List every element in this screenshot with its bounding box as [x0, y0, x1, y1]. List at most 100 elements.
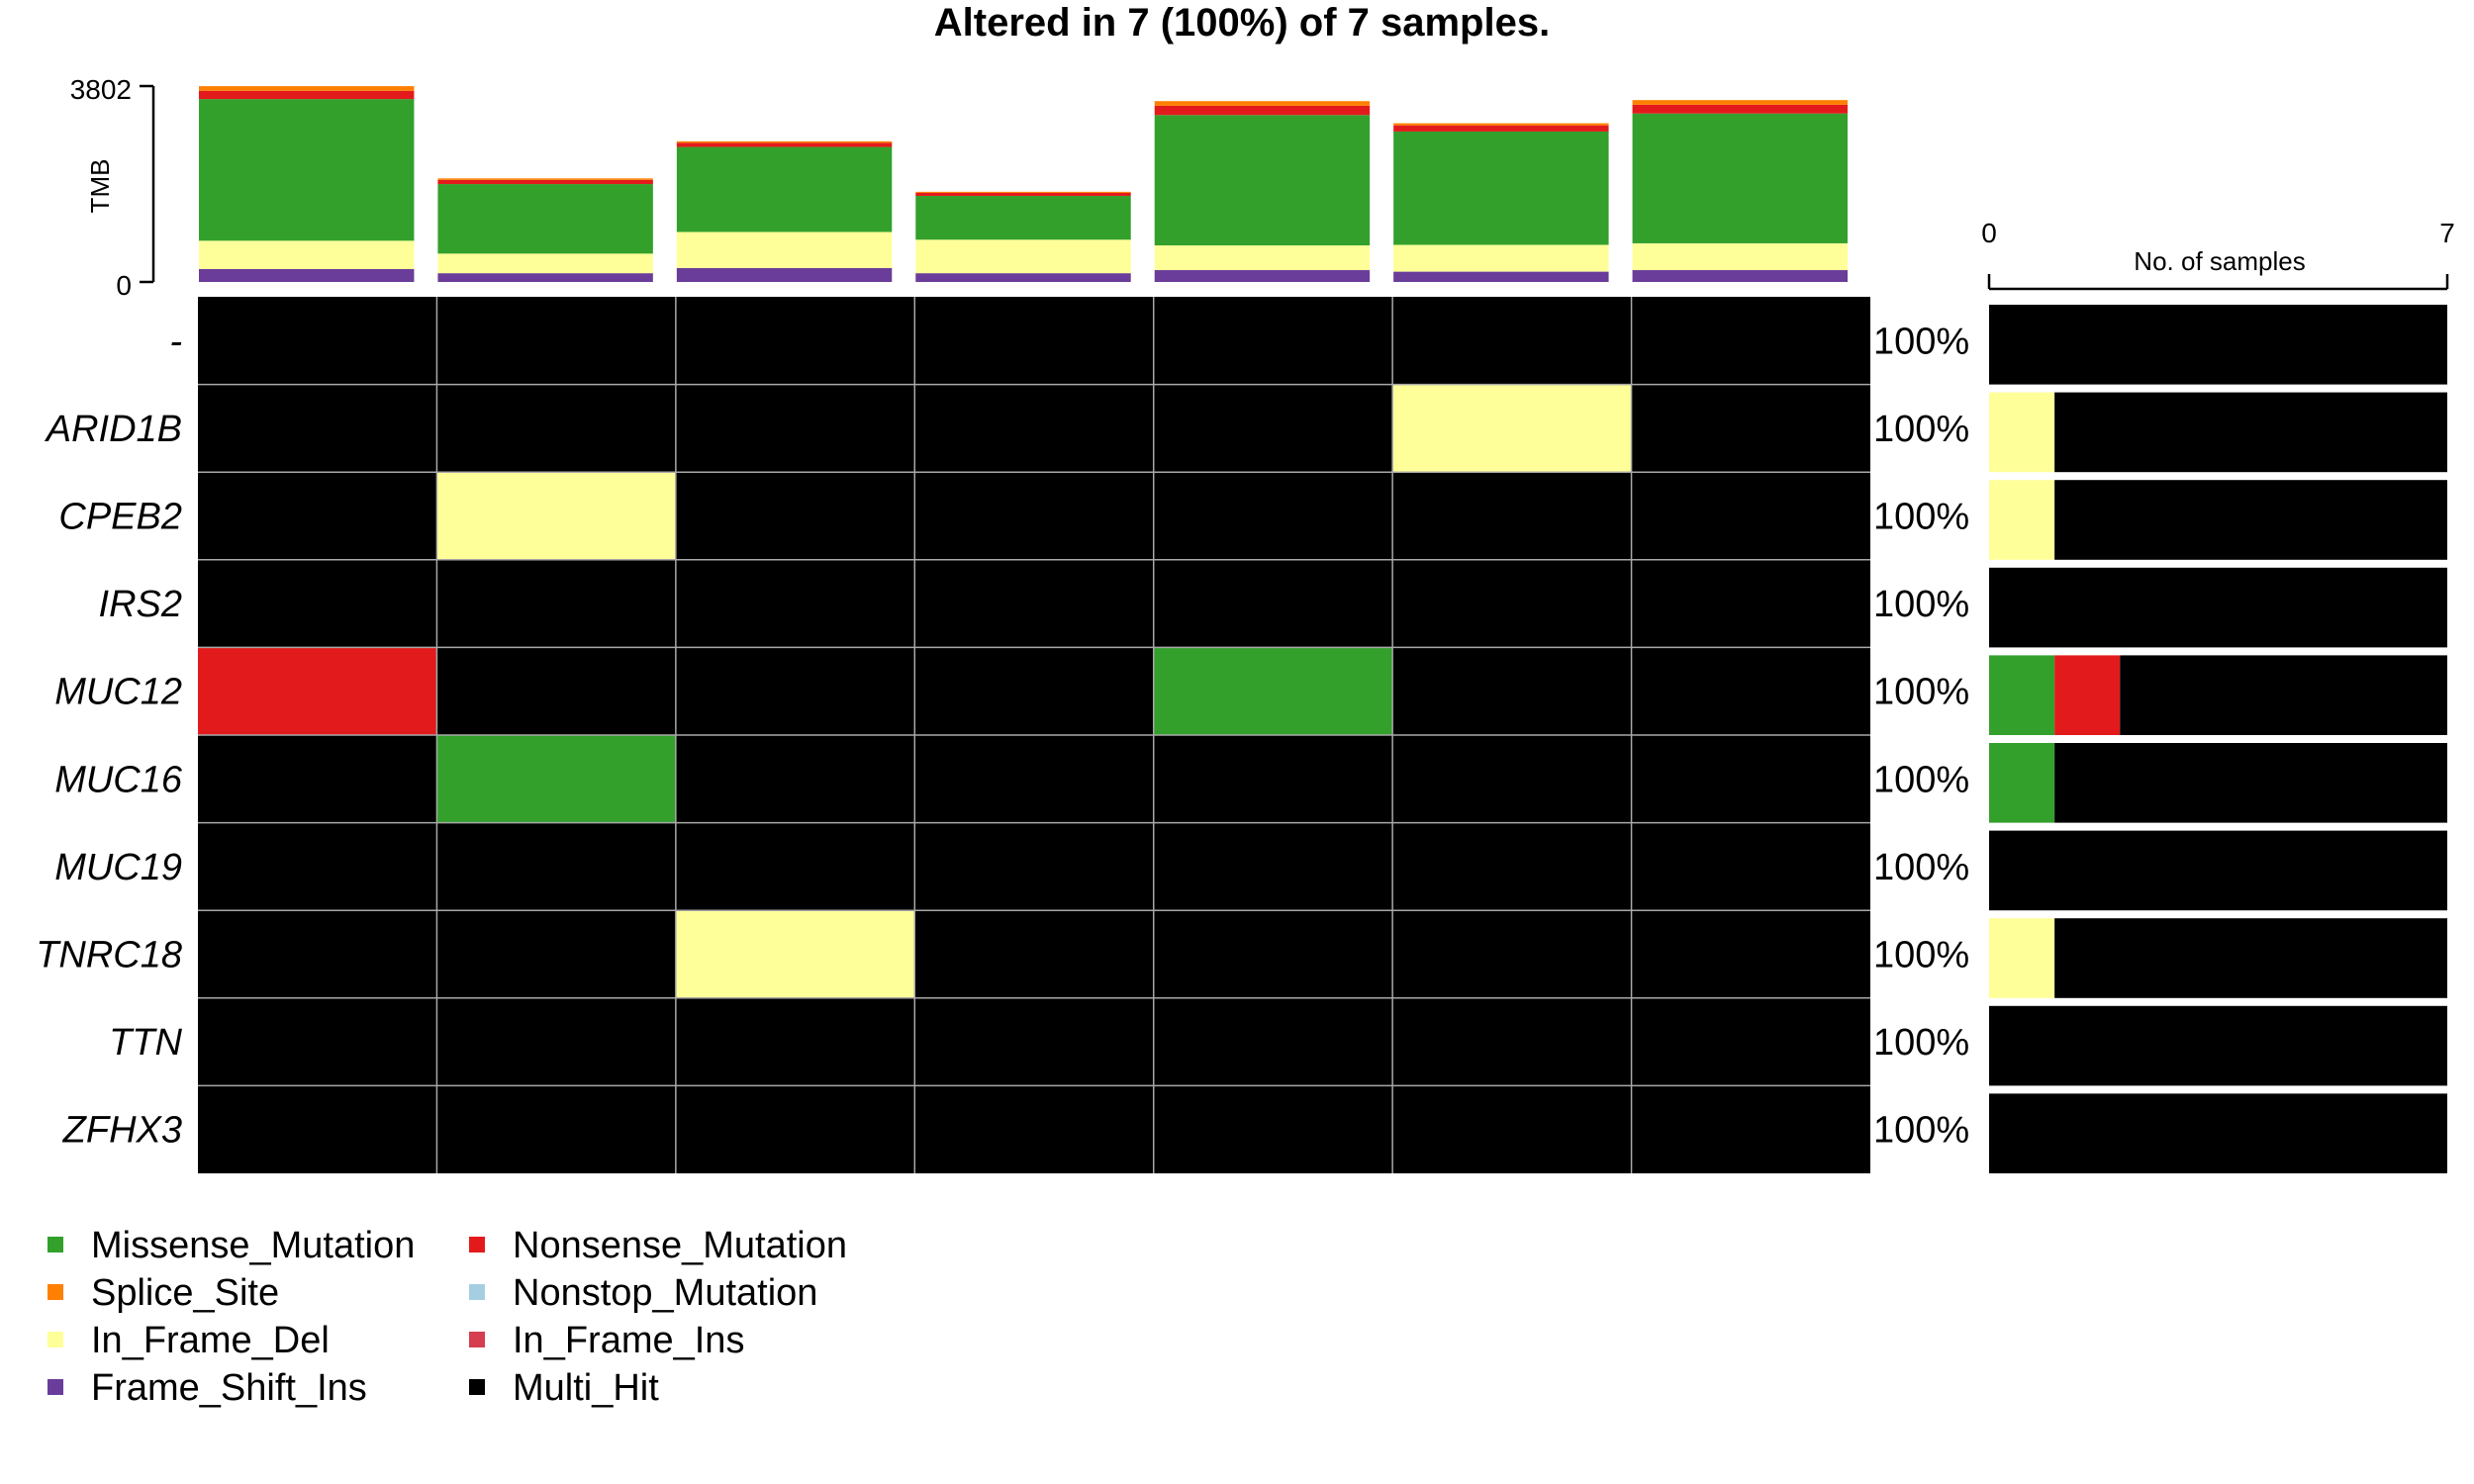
- legend-swatch: [469, 1237, 485, 1252]
- legend-swatch: [48, 1237, 63, 1252]
- heatmap-cell-multi-hit: [436, 384, 676, 473]
- gene-bar-segment-multi-hit: [1989, 567, 2447, 648]
- gene-bar-ttn: [1989, 1005, 2447, 1086]
- gene-bar-segment-in-frame-del: [1989, 918, 2055, 998]
- legend-label: Multi_Hit: [513, 1367, 659, 1409]
- heatmap-cell-multi-hit: [914, 472, 1154, 560]
- percent-labels: 100% 100% 100% 100% 100% 100% 100% 100% 100% 100%: [1873, 321, 1969, 1151]
- samples-axis-label: No. of samples: [2134, 246, 2305, 276]
- heatmap-cell-multi-hit: [436, 647, 676, 735]
- gene-bars: [1989, 305, 2447, 1173]
- heatmap-cell-multi-hit: [1392, 822, 1632, 911]
- heatmap-cell-multi-hit: [1153, 997, 1393, 1086]
- heatmap-cell-multi-hit: [675, 997, 915, 1086]
- tmb-segment-frame-shift-ins: [1154, 270, 1371, 282]
- legend-label: In_Frame_Ins: [513, 1320, 744, 1361]
- gene-bar-tnrc18: [1989, 918, 2447, 998]
- heatmap-cell-multi-hit: [1631, 1085, 1870, 1173]
- legend-item-nonstop-mutation: Nonstop_Mutation: [469, 1272, 817, 1314]
- legend-swatch: [469, 1379, 485, 1395]
- gene-bar-segment-in-frame-del: [1989, 392, 2055, 473]
- samples-tick-min: 0: [1981, 218, 1997, 248]
- gene-label-dash: -: [169, 321, 182, 362]
- tmb-segment-splice-site: [915, 191, 1131, 193]
- legend-item-in-frame-ins: In_Frame_Ins: [469, 1320, 744, 1361]
- heatmap-cell-missense-mutation: [436, 735, 676, 823]
- legend-swatch: [469, 1332, 485, 1347]
- heatmap-cell-in-frame-del: [436, 472, 676, 560]
- heatmap-cell-multi-hit: [914, 910, 1154, 998]
- tmb-segment-nonsense-mutation: [437, 179, 653, 185]
- heatmap-cell-multi-hit: [1153, 910, 1393, 998]
- heatmap-cell-multi-hit: [1631, 647, 1870, 735]
- gene-bar-segment-missense-mutation: [1989, 743, 2055, 823]
- heatmap-cell-multi-hit: [1631, 384, 1870, 473]
- tmb-segment-missense-mutation: [676, 146, 893, 232]
- gene-bar-segment-multi-hit: [2120, 655, 2447, 735]
- tmb-segment-frame-shift-ins: [437, 273, 653, 282]
- heatmap-cell-multi-hit: [1631, 997, 1870, 1086]
- tmb-segment-in-frame-del: [1154, 245, 1371, 271]
- tmb-axis: 3802 0 TMB: [70, 74, 155, 301]
- tmb-segment-nonsense-mutation: [676, 142, 893, 147]
- heatmap-cell-multi-hit: [1153, 297, 1393, 385]
- gene-bar-segment-multi-hit: [2054, 918, 2447, 998]
- heatmap-cell-multi-hit: [1631, 559, 1870, 648]
- tmb-segment-missense-mutation: [915, 196, 1131, 240]
- heatmap-cell-multi-hit: [198, 559, 437, 648]
- tmb-segment-in-frame-del: [199, 240, 415, 269]
- heatmap-cell-multi-hit: [675, 559, 915, 648]
- heatmap-cell-multi-hit: [1392, 647, 1632, 735]
- tmb-segment-nonsense-mutation: [1632, 104, 1848, 114]
- heatmap-cell-multi-hit: [914, 384, 1154, 473]
- gene-bar-dash: [1989, 305, 2447, 385]
- gene-label-irs2: IRS2: [99, 584, 182, 625]
- gene-bar-segment-nonsense-mutation: [2054, 655, 2121, 735]
- percent-label: 100%: [1873, 935, 1969, 976]
- gene-bar-segment-multi-hit: [1989, 305, 2447, 385]
- heatmap-cell-multi-hit: [436, 822, 676, 911]
- heatmap-cell-multi-hit: [1153, 822, 1393, 911]
- gene-bar-segment-multi-hit: [1989, 1005, 2447, 1086]
- tmb-segment-splice-site: [676, 140, 893, 143]
- legend-swatch: [48, 1379, 63, 1395]
- heatmap-cell-multi-hit: [1392, 472, 1632, 560]
- heatmap-cell-multi-hit: [1392, 559, 1632, 648]
- tmb-segment-splice-site: [1393, 123, 1609, 126]
- tmb-segment-missense-mutation: [1632, 113, 1848, 243]
- legend-swatch: [469, 1284, 485, 1300]
- gene-label-arid1b: ARID1B: [45, 409, 182, 450]
- heatmap-cell-multi-hit: [1153, 559, 1393, 648]
- heatmap-cell-multi-hit: [1392, 735, 1632, 823]
- gene-bar-segment-multi-hit: [1989, 830, 2447, 911]
- heatmap-cell-multi-hit: [198, 910, 437, 998]
- heatmap-cell-multi-hit: [1153, 1085, 1393, 1173]
- gene-bar-cpeb2: [1989, 480, 2447, 560]
- percent-label: 100%: [1873, 759, 1969, 800]
- heatmap-cell-multi-hit: [1392, 297, 1632, 385]
- tmb-segment-frame-shift-ins: [1393, 271, 1609, 282]
- heatmap-cell-multi-hit: [914, 647, 1154, 735]
- tmb-segment-splice-site: [1632, 100, 1848, 105]
- heatmap-cell-multi-hit: [675, 384, 915, 473]
- percent-label: 100%: [1873, 672, 1969, 713]
- chart-title: Altered in 7 (100%) of 7 samples.: [934, 1, 1550, 45]
- legend-item-in-frame-del: In_Frame_Del: [48, 1320, 330, 1361]
- heatmap-cell-multi-hit: [914, 297, 1154, 385]
- tmb-segment-in-frame-del: [1632, 242, 1848, 271]
- percent-label: 100%: [1873, 847, 1969, 888]
- legend-item-missense-mutation: Missense_Mutation: [48, 1225, 415, 1266]
- tmb-segment-nonsense-mutation: [1393, 125, 1609, 132]
- legend-item-splice-site: Splice_Site: [48, 1272, 279, 1314]
- heatmap-cell-multi-hit: [436, 1085, 676, 1173]
- tmb-bar-2: [437, 178, 653, 282]
- tmb-segment-frame-shift-ins: [915, 273, 1131, 282]
- heatmap-cell-multi-hit: [1153, 472, 1393, 560]
- heatmap-cell-in-frame-del: [1392, 384, 1632, 473]
- gene-bar-segment-in-frame-del: [1989, 480, 2055, 560]
- heatmap-cell-multi-hit: [675, 472, 915, 560]
- percent-label: 100%: [1873, 497, 1969, 538]
- gene-label-muc12: MUC12: [54, 672, 182, 713]
- legend-item-frame-shift-ins: Frame_Shift_Ins: [48, 1367, 367, 1409]
